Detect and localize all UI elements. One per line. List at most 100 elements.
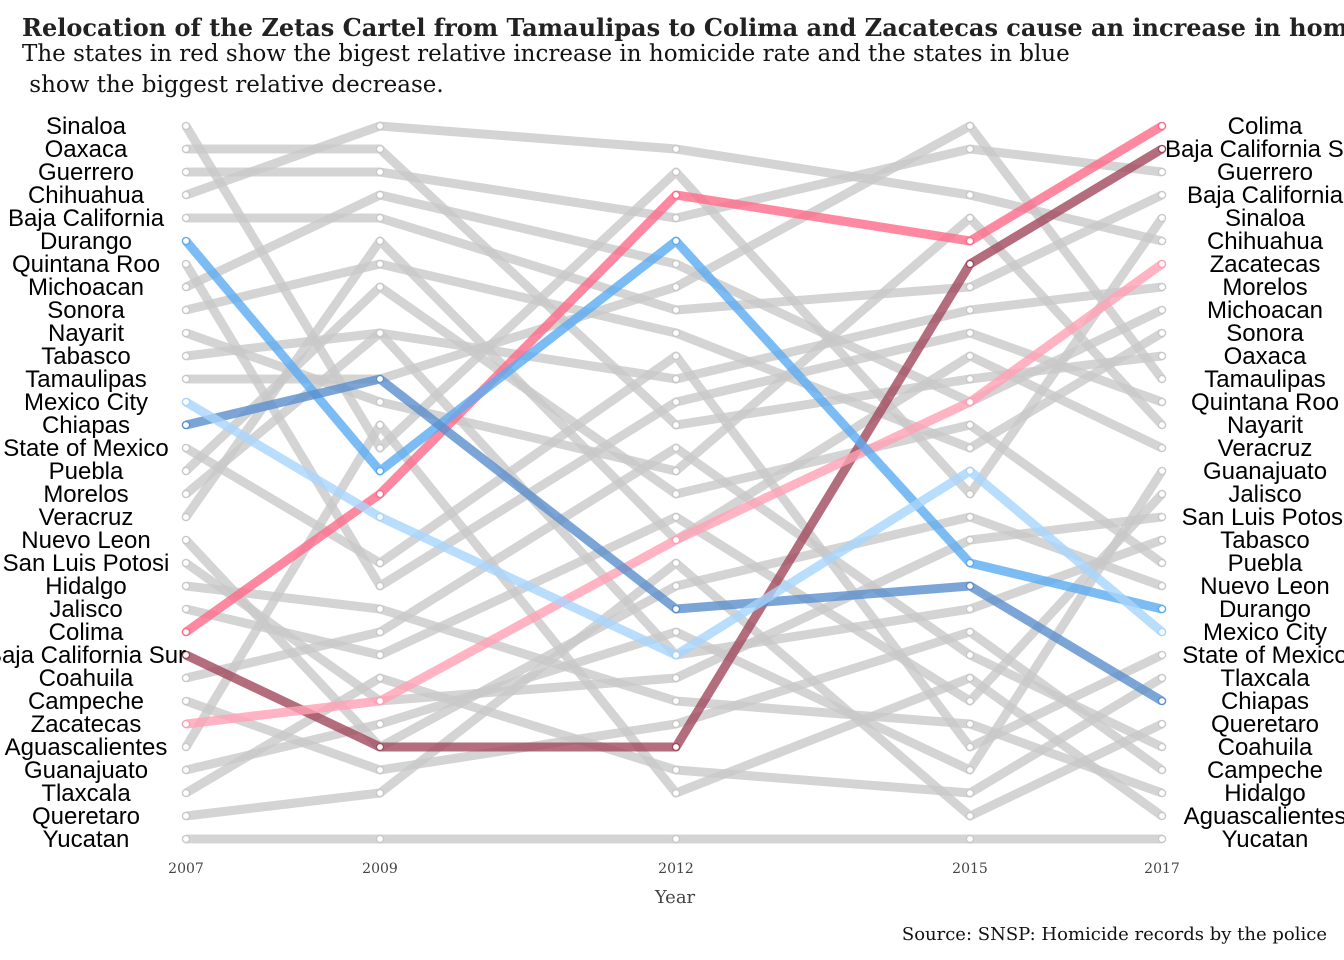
point-michoacan-2007 [181,282,191,292]
right-label-tlaxcala: Tlaxcala [1220,665,1310,692]
point-nayarit-2012 [671,466,681,476]
point-quintana-roo-2015 [965,328,975,338]
point-sonora-2017 [1157,328,1167,338]
point-chihuahua-2012 [671,144,681,154]
point-baja-california-sur-2012 [671,742,681,752]
point-sonora-2009 [375,259,385,269]
right-label-colima: Colima [1228,113,1303,140]
right-label-baja-california-sur: Baja California Sur [1165,136,1344,163]
point-coahuila-2012 [671,443,681,453]
point-guanajuato-2009 [375,719,385,729]
right-label-puebla: Puebla [1228,550,1303,577]
right-label-michoacan: Michoacan [1207,297,1323,324]
right-label-nuevo-leon: Nuevo Leon [1200,573,1329,600]
left-label-chihuahua: Chihuahua [28,182,145,209]
source-caption: Source: SNSP: Homicide records by the po… [902,924,1327,945]
point-aguascalientes-2012 [671,788,681,798]
point-baja-california-sur-2015 [965,259,975,269]
left-label-durango: Durango [40,228,132,255]
point-michoacan-2012 [671,259,681,269]
point-nuevo-leon-2017 [1157,581,1167,591]
left-label-chiapas: Chiapas [42,412,130,439]
right-label-guanajuato: Guanajuato [1203,458,1327,485]
point-mexico-city-2009 [375,512,385,522]
right-label-morelos: Morelos [1222,274,1307,301]
point-durango-2007 [181,236,191,246]
point-oaxaca-2007 [181,144,191,154]
right-label-mexico-city: Mexico City [1203,619,1327,646]
right-label-durango: Durango [1219,596,1311,623]
point-zacatecas-2009 [375,696,385,706]
point-hidalgo-2015 [965,719,975,729]
left-label-state-of-mexico: State of Mexico [3,435,168,462]
right-label-quintana-roo: Quintana Roo [1191,389,1339,416]
point-sonora-2007 [181,305,191,315]
left-label-guerrero: Guerrero [38,159,134,186]
point-oaxaca-2009 [375,144,385,154]
point-campeche-2012 [671,719,681,729]
point-mexico-city-2012 [671,650,681,660]
point-yucatan-2012 [671,834,681,844]
x-tick-2009: 2009 [362,861,398,877]
left-label-oaxaca: Oaxaca [45,136,128,163]
point-guerrero-2012 [671,213,681,223]
left-label-quintana-roo: Quintana Roo [12,251,160,278]
point-veracruz-2009 [375,236,385,246]
point-sinaloa-2015 [965,489,975,499]
left-label-jalisco: Jalisco [49,596,122,623]
left-label-tabasco: Tabasco [41,343,130,370]
point-zacatecas-2012 [671,535,681,545]
point-jalisco-2007 [181,604,191,614]
left-label-michoacan: Michoacan [28,274,144,301]
point-sonora-2012 [671,328,681,338]
point-queretaro-2012 [671,558,681,568]
point-nuevo-leon-2012 [671,581,681,591]
point-jalisco-2017 [1157,489,1167,499]
right-label-veracruz: Veracruz [1218,435,1313,462]
point-guanajuato-2012 [671,627,681,637]
point-puebla-2017 [1157,558,1167,568]
point-state-of-mexico-2009 [375,558,385,568]
right-label-chihuahua: Chihuahua [1207,228,1324,255]
left-label-puebla: Puebla [49,458,124,485]
point-aguascalientes-2015 [965,673,975,683]
point-campeche-2007 [181,696,191,706]
left-label-nayarit: Nayarit [48,320,124,347]
point-mexico-city-2017 [1157,627,1167,637]
point-zacatecas-2015 [965,397,975,407]
point-guerrero-2015 [965,144,975,154]
point-guanajuato-2007 [181,765,191,775]
point-nayarit-2009 [375,397,385,407]
left-label-tamaulipas: Tamaulipas [25,366,146,393]
left-label-veracruz: Veracruz [39,504,134,531]
right-label-sonora: Sonora [1226,320,1304,347]
point-nayarit-2015 [965,213,975,223]
point-hidalgo-2009 [375,604,385,614]
point-hidalgo-2007 [181,581,191,591]
point-san-luis-potosi-2007 [181,558,191,568]
point-tabasco-2015 [965,604,975,614]
point-guerrero-2017 [1157,167,1167,177]
x-tick-2017: 2017 [1144,861,1180,877]
point-queretaro-2009 [375,788,385,798]
left-label-zacatecas: Zacatecas [31,711,142,738]
point-quintana-roo-2007 [181,259,191,269]
right-label-san-luis-potosi: San Luis Potosi [1182,504,1344,531]
left-label-tlaxcala: Tlaxcala [41,780,131,807]
point-chihuahua-2009 [375,121,385,131]
point-tabasco-2017 [1157,535,1167,545]
right-label-queretaro: Queretaro [1211,711,1319,738]
point-san-luis-potosi-2012 [671,673,681,683]
left-label-sonora: Sonora [47,297,125,324]
point-chiapas-2017 [1157,696,1167,706]
point-queretaro-2015 [965,811,975,821]
point-baja-california-sur-2009 [375,742,385,752]
chart-subtitle-line-1: The states in red show the bigest relati… [22,41,1070,67]
point-aguascalientes-2009 [375,420,385,430]
point-quintana-roo-2012 [671,397,681,407]
right-label-guerrero: Guerrero [1217,159,1313,186]
point-aguascalientes-2007 [181,742,191,752]
point-yucatan-2007 [181,834,191,844]
left-label-baja-california-sur: Baja California Sur [0,642,186,669]
